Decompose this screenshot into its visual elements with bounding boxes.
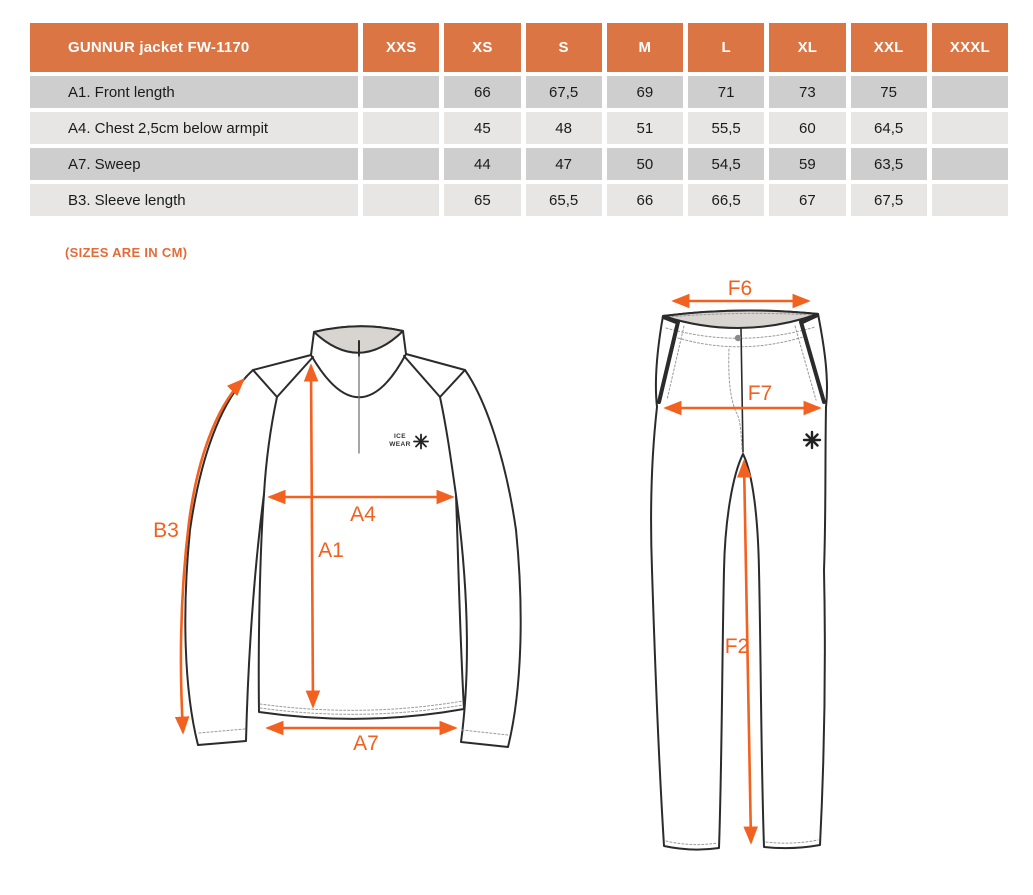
pants-outline [650, 309, 828, 851]
pants-hem-stitching [665, 839, 819, 846]
pants-pocket-stitching [666, 325, 817, 401]
size-value [931, 184, 1008, 216]
size-value: 45 [444, 112, 521, 144]
size-value [931, 76, 1008, 108]
size-value [363, 76, 440, 108]
row-label: A7. Sweep [30, 148, 358, 180]
table-title: GUNNUR jacket FW-1170 [30, 23, 358, 72]
label-A7: A7 [353, 732, 379, 755]
size-header-xxs: XXS [363, 23, 440, 72]
size-value: 48 [525, 112, 602, 144]
label-B3: B3 [153, 519, 179, 542]
jacket-measurements [174, 363, 458, 736]
size-header-s: S [525, 23, 602, 72]
arrow-B3 [174, 378, 245, 735]
label-A4: A4 [350, 503, 376, 526]
jacket-logo-line1: ICE [394, 433, 406, 440]
jacket-drawing: ICE WEAR [184, 325, 522, 748]
sizes-note: (SIZES ARE IN CM) [65, 245, 188, 260]
arrow-A1 [303, 363, 321, 709]
jacket-left-raglan-seam [263, 396, 278, 495]
label-F7: F7 [748, 382, 773, 405]
jacket-right-raglan-seam [439, 396, 457, 496]
size-header-xs: XS [444, 23, 521, 72]
pants-left-pocket-corner [661, 314, 680, 325]
size-value: 64,5 [850, 112, 927, 144]
size-value: 51 [606, 112, 683, 144]
size-header-xxl: XXL [850, 23, 927, 72]
size-value: 59 [769, 148, 846, 180]
size-value: 71 [688, 76, 765, 108]
size-value [363, 148, 440, 180]
size-value: 47 [525, 148, 602, 180]
size-value: 54,5 [688, 148, 765, 180]
size-value: 60 [769, 112, 846, 144]
size-value: 66 [606, 184, 683, 216]
size-value: 67,5 [525, 76, 602, 108]
size-header-xxxl: XXXL [931, 23, 1008, 72]
size-value: 65,5 [525, 184, 602, 216]
size-value: 50 [606, 148, 683, 180]
size-value: 69 [606, 76, 683, 108]
size-header-m: M [606, 23, 683, 72]
jacket-brand-logo: ICE WEAR [389, 433, 429, 450]
size-value: 55,5 [688, 112, 765, 144]
pants-left-pocket [657, 320, 680, 404]
jacket-logo-line2: WEAR [389, 441, 410, 448]
row-label: A4. Chest 2,5cm below armpit [30, 112, 358, 144]
pants-button [734, 334, 742, 342]
size-table: GUNNUR jacket FW-1170 XXS XS S M L XL XXL XXXL A… [30, 23, 1008, 216]
pants-center-front-seam [740, 328, 744, 453]
size-value: 66 [444, 76, 521, 108]
pants-measurements [663, 293, 822, 845]
label-F2: F2 [725, 635, 750, 658]
label-A1: A1 [318, 539, 344, 562]
size-value: 73 [769, 76, 846, 108]
size-value [363, 112, 440, 144]
pants-waist-stitching [665, 312, 816, 348]
label-F6: F6 [728, 277, 753, 300]
size-value: 44 [444, 148, 521, 180]
arrow-F2 [737, 459, 758, 845]
size-value [363, 184, 440, 216]
size-value [931, 112, 1008, 144]
row-label: A1. Front length [30, 76, 358, 108]
technical-drawings: ICE WEAR B3 A4 A1 A7 [0, 270, 1033, 890]
pants-drawing [650, 309, 828, 851]
size-header-xl: XL [769, 23, 846, 72]
snowflake-icon [413, 433, 429, 450]
pants-right-pocket-corner [799, 312, 820, 325]
size-value [931, 148, 1008, 180]
row-label: B3. Sleeve length [30, 184, 358, 216]
size-value: 65 [444, 184, 521, 216]
size-value: 63,5 [850, 148, 927, 180]
size-value: 67 [769, 184, 846, 216]
size-value: 75 [850, 76, 927, 108]
jacket-collar-opening [313, 325, 404, 354]
size-value: 66,5 [688, 184, 765, 216]
snowflake-icon [802, 430, 822, 450]
size-header-l: L [688, 23, 765, 72]
size-value: 67,5 [850, 184, 927, 216]
pants-right-pocket [799, 320, 826, 404]
